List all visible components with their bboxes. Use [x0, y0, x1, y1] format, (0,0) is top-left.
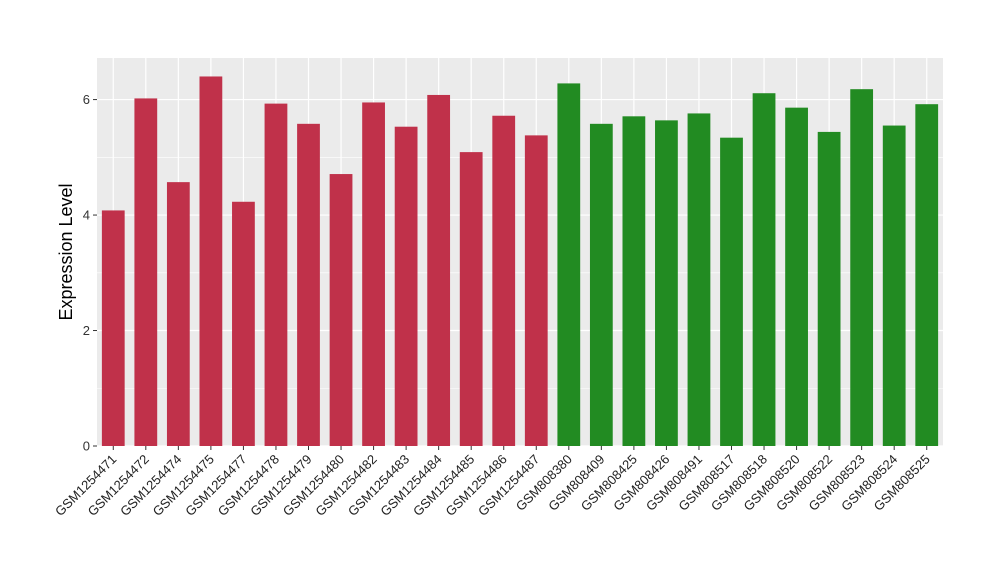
bar-GSM1254472	[134, 98, 158, 447]
bar-GSM1254479	[297, 123, 320, 447]
bar-GSM808520	[785, 107, 808, 447]
bar-GSM1254484	[427, 94, 451, 446]
bar-GSM808522	[817, 131, 841, 446]
bar-GSM808409	[589, 123, 613, 447]
bar-GSM1254478	[264, 103, 288, 446]
bar-GSM1254486	[492, 115, 516, 446]
bar-GSM808523	[850, 89, 874, 446]
bar-GSM808525	[915, 104, 939, 446]
bar-GSM808426	[655, 120, 678, 446]
bar-GSM1254475	[199, 76, 223, 446]
x-axis: GSM1254471GSM1254472GSM1254474GSM1254475…	[52, 446, 933, 519]
bar-GSM1254487	[524, 135, 548, 446]
bar-GSM808518	[752, 93, 776, 446]
bar-GSM808491	[687, 113, 711, 446]
y-tick-label: 0	[83, 439, 90, 454]
bar-GSM1254480	[329, 174, 353, 446]
bar-GSM808425	[622, 116, 646, 446]
bar-GSM1254483	[394, 126, 418, 446]
bar-GSM1254477	[232, 201, 255, 446]
bar-GSM808380	[557, 83, 581, 447]
y-tick-label: 6	[83, 92, 90, 107]
y-tick-label: 4	[83, 208, 90, 223]
bar-GSM1254474	[166, 182, 190, 446]
plot-panel	[97, 58, 943, 446]
bar-GSM808524	[882, 125, 906, 446]
bar-GSM1254482	[362, 102, 385, 446]
y-axis-title: Expression Level	[56, 183, 76, 320]
bar-GSM808517	[720, 137, 743, 446]
bar-GSM1254485	[459, 152, 483, 446]
bar-GSM1254471	[101, 210, 125, 446]
bars	[101, 76, 939, 447]
y-tick-label: 2	[83, 323, 90, 338]
y-axis: 0 2 4 6	[83, 92, 97, 454]
